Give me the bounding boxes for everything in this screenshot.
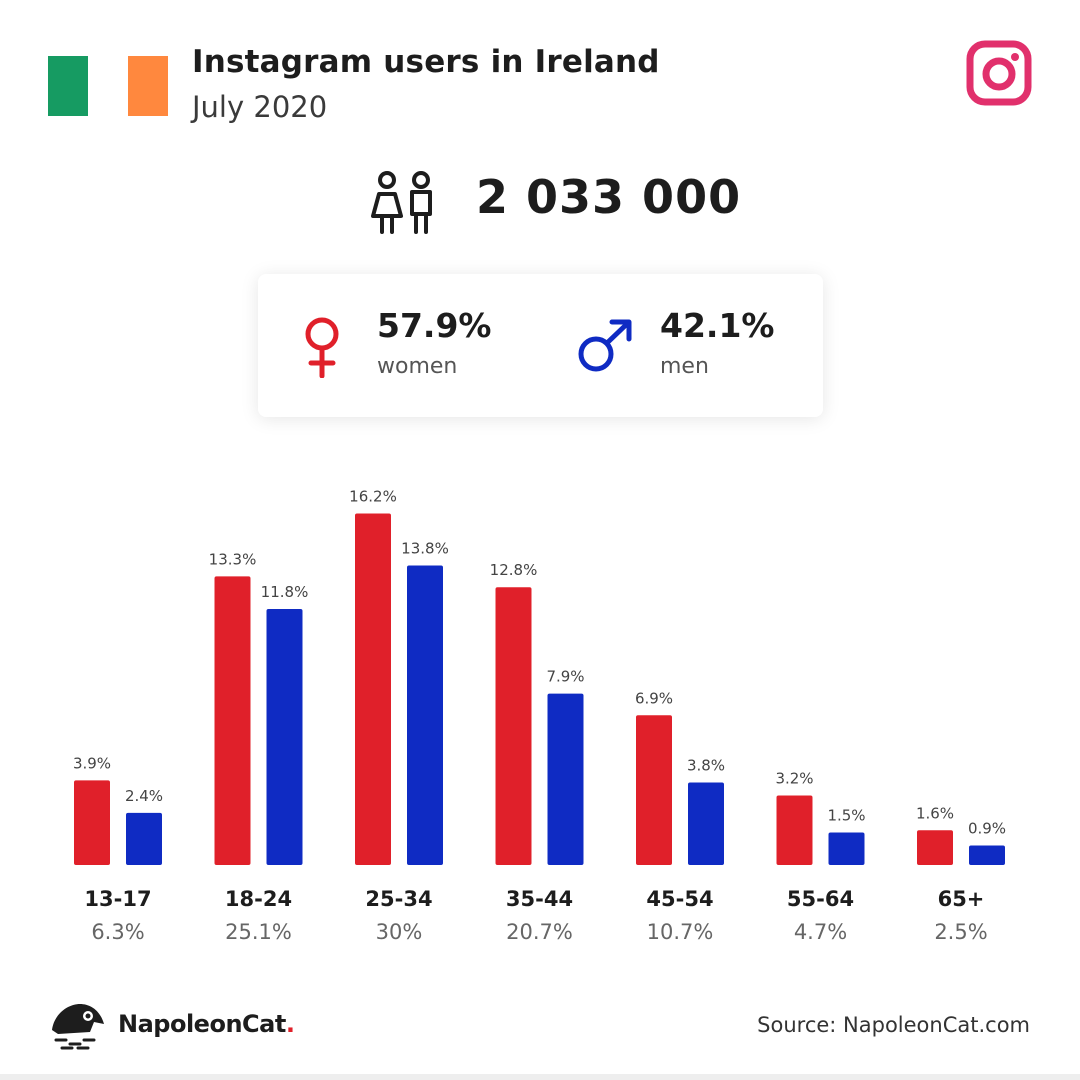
brand-dot: . xyxy=(285,1010,295,1038)
bar xyxy=(636,715,672,865)
bar-value-label: 3.9% xyxy=(73,754,111,772)
category-total-label: 6.3% xyxy=(91,920,144,944)
bar xyxy=(547,693,584,865)
category-label: 45-54 xyxy=(646,887,713,911)
bar xyxy=(407,565,443,865)
bar-value-label: 3.2% xyxy=(775,770,813,788)
bar-value-label: 1.5% xyxy=(827,806,865,824)
bar-value-label: 11.8% xyxy=(261,583,309,601)
bar-value-label: 0.9% xyxy=(968,819,1006,837)
women-label: women xyxy=(377,354,458,379)
gender-card: 57.9% women 42.1% men xyxy=(258,274,823,417)
total-users: 2 033 000 xyxy=(476,170,742,224)
bar xyxy=(688,782,724,865)
category-total-label: 30% xyxy=(376,920,423,944)
category-total-label: 2.5% xyxy=(934,920,987,944)
bar xyxy=(776,795,813,865)
bar xyxy=(126,812,162,865)
bar xyxy=(74,780,110,865)
category-total-label: 25.1% xyxy=(225,920,292,944)
bar-value-label: 13.3% xyxy=(209,550,257,568)
category-label: 35-44 xyxy=(506,887,573,911)
bar xyxy=(828,832,865,865)
category-label: 13-17 xyxy=(84,887,151,911)
bar xyxy=(214,576,251,865)
category-total-label: 4.7% xyxy=(794,920,847,944)
bar xyxy=(355,513,391,865)
napoleoncat-logo-icon xyxy=(52,1004,104,1050)
page-subtitle: July 2020 xyxy=(192,90,328,124)
bar-value-label: 7.9% xyxy=(546,668,584,686)
category-total-label: 20.7% xyxy=(506,920,573,944)
bar-value-label: 16.2% xyxy=(349,487,397,505)
bar-value-label: 1.6% xyxy=(916,804,954,822)
bar xyxy=(969,845,1005,865)
male-symbol-icon xyxy=(578,319,632,372)
category-total-label: 10.7% xyxy=(647,920,714,944)
ireland-flag xyxy=(48,56,168,116)
users-icon xyxy=(371,171,432,234)
flag-green-stripe xyxy=(48,56,88,116)
category-label: 65+ xyxy=(938,887,985,911)
bar-value-label: 12.8% xyxy=(490,561,538,579)
age-gender-bar-chart: 3.9% 2.4% 13-17 6.3% 13.3%11.8% 18-24 25.1% 16.… xyxy=(73,487,1006,944)
bar-value-label: 3.8% xyxy=(687,757,725,775)
brand-text: NapoleonCat xyxy=(118,1010,286,1038)
bar-value-label: 2.4% xyxy=(125,787,163,805)
source-label: Source: NapoleonCat.com xyxy=(757,1013,1030,1037)
page-title: Instagram users in Ireland xyxy=(192,44,660,80)
men-percent: 42.1% xyxy=(660,306,775,345)
bar-value-label: 6.9% xyxy=(635,689,673,707)
brand-name: NapoleonCat. xyxy=(118,1010,295,1038)
bar-value-label: 13.8% xyxy=(401,540,449,558)
category-label: 25-34 xyxy=(365,887,432,911)
flag-orange-stripe xyxy=(128,56,168,116)
men-label: men xyxy=(660,354,709,379)
women-percent: 57.9% xyxy=(377,306,492,345)
category-label: 55-64 xyxy=(787,887,854,911)
flag-white-stripe xyxy=(88,56,128,116)
bar xyxy=(266,608,303,865)
female-symbol-icon xyxy=(305,317,339,378)
category-label: 18-24 xyxy=(225,887,292,911)
bar xyxy=(495,587,532,865)
bar xyxy=(917,830,953,865)
bottom-strip xyxy=(0,1074,1080,1080)
instagram-icon xyxy=(966,40,1032,106)
